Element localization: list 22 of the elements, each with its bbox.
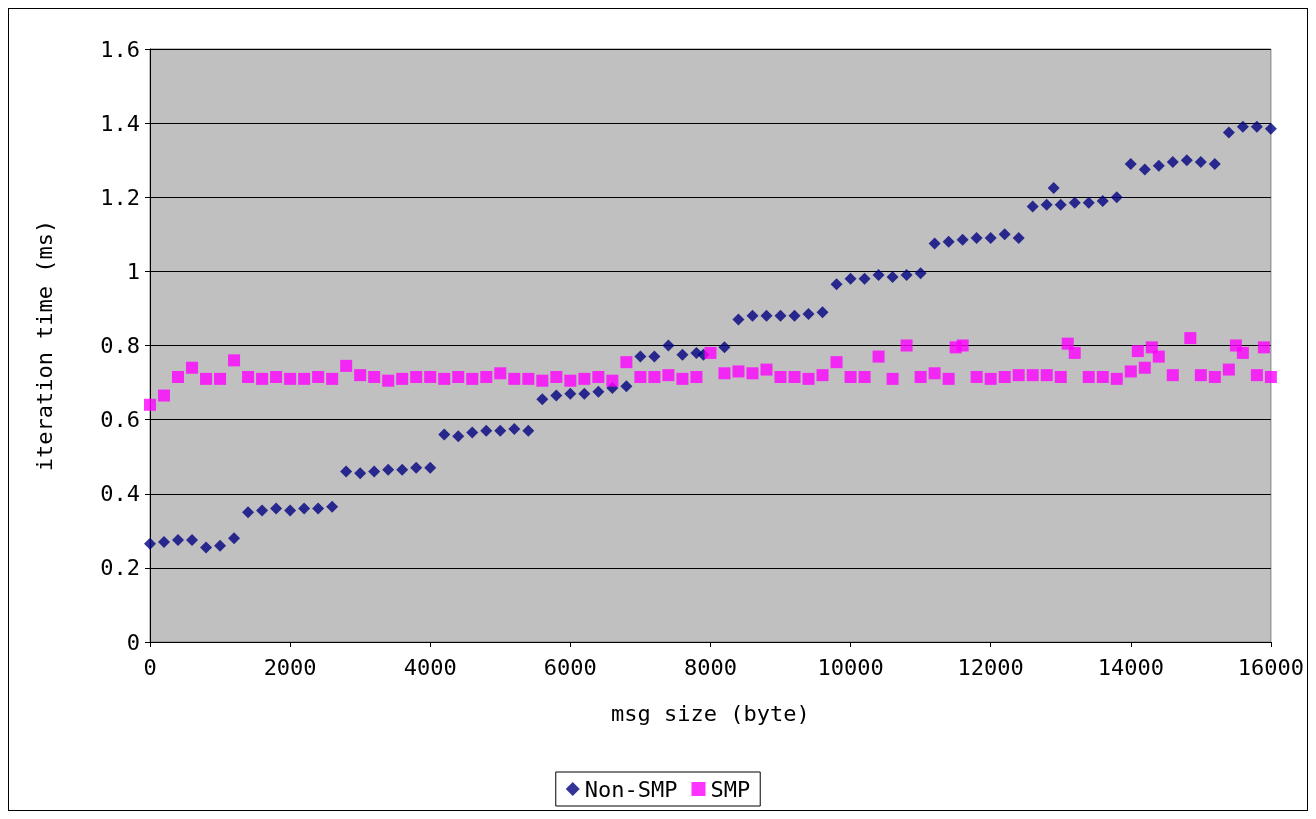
y-tick-label: 1.2 (100, 184, 140, 210)
x-tick-label: 12000 (957, 654, 1024, 680)
x-tick-label: 4000 (403, 654, 457, 680)
x-tick-label: 8000 (683, 654, 737, 680)
y-tick-label: 0.6 (100, 407, 140, 433)
x-tick-label: 2000 (263, 654, 317, 680)
y-tick-label: 0.8 (100, 333, 140, 358)
y-tick-label: 0.4 (100, 481, 140, 507)
x-tick-label: 16000 (1237, 654, 1304, 680)
x-tick-label: 10000 (817, 654, 884, 680)
x-axis-title: msg size (byte) (611, 700, 810, 726)
x-tick-label: 0 (143, 654, 157, 680)
x-tick-label: 6000 (543, 654, 597, 680)
y-tick-label: 1.4 (100, 110, 140, 136)
x-tick-label: 14000 (1097, 654, 1164, 680)
y-axis-title: iteration time (ms) (31, 219, 57, 472)
y-tick-label: 1 (126, 258, 140, 284)
y-tick-label: 1.6 (100, 36, 140, 62)
y-tick-label: 0.2 (100, 555, 140, 581)
y-tick-label: 0 (126, 629, 140, 655)
legend-label: SMP (710, 776, 751, 802)
legend-label: Non-SMP (584, 776, 678, 802)
